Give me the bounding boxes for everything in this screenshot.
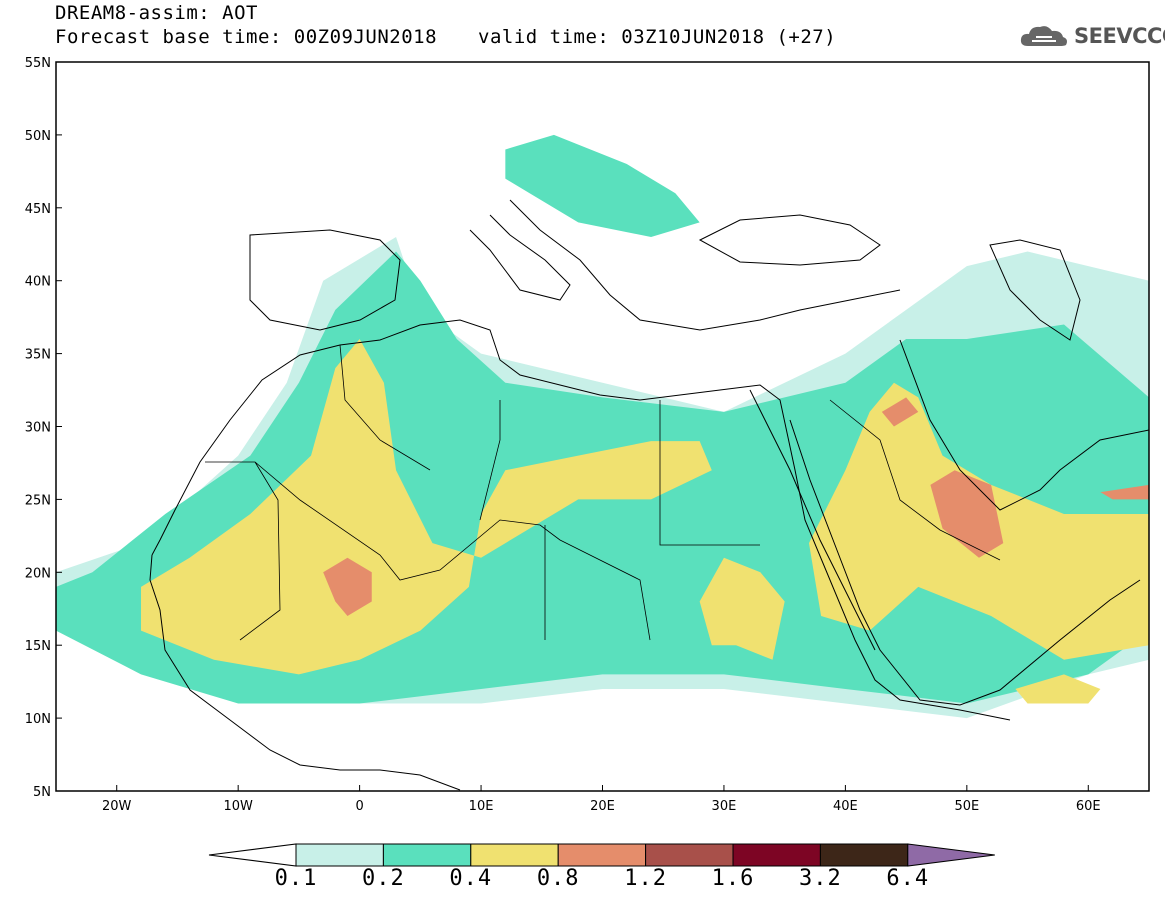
colorbar-swatch (470, 843, 559, 867)
italy-coastline (469, 214, 571, 301)
lon-tick-label: 30E (712, 799, 737, 814)
lat-tick-label: 55N (25, 56, 51, 71)
lat-tick-label: 5N (33, 785, 51, 800)
logo-text: SEEVCCC (1074, 24, 1165, 48)
arabia-coastline (789, 419, 1141, 706)
colorbar-label: 0.8 (536, 866, 580, 891)
border-lines (205, 344, 1001, 641)
aot-field-9 (881, 397, 919, 427)
colorbar-label: 1.6 (711, 866, 755, 891)
red-sea-coastline (749, 389, 876, 651)
lat-tick-label: 20N (25, 566, 51, 581)
lon-tick-label: 40E (833, 799, 858, 814)
forecast-base-time: Forecast base time: 00Z09JUN2018 (55, 26, 438, 48)
aot-field-5 (699, 557, 785, 660)
lat-tick-label: 40N (25, 275, 51, 290)
lat-tick-label: 35N (25, 348, 51, 363)
west-africa-coastline (149, 554, 461, 791)
lon-tick-label: 60E (1076, 799, 1101, 814)
africa-coastline (151, 319, 1011, 721)
lon-tick-label: 10E (469, 799, 494, 814)
longitude-ticks: 20W 10W 0 10E 20E 30E 40E 50E 60E (102, 785, 1101, 814)
valid-time: valid time: 03Z10JUN2018 (+27) (478, 26, 837, 48)
colorbar-swatch (645, 843, 734, 867)
black-sea-coastline (698, 214, 881, 266)
aot-colorbar (208, 843, 995, 867)
balkans-coastline (509, 199, 901, 331)
aot-field-10 (1100, 484, 1149, 500)
latitude-ticks: 5N 10N 15N 20N 25N 30N 35N 40N 45N 50N 55N (25, 56, 62, 800)
lon-tick-label: 20W (102, 799, 132, 814)
persian-gulf-coastline (899, 339, 1149, 511)
lat-tick-label: 15N (25, 639, 51, 654)
lat-tick-label: 10N (25, 712, 51, 727)
aot-field-6 (1015, 674, 1101, 704)
colorbar-label: 1.2 (624, 866, 667, 891)
colorbar-label: 3.2 (799, 866, 842, 891)
colorbar-swatch (382, 843, 472, 867)
cloud-logo-icon (1020, 26, 1067, 46)
caspian-coastline (989, 239, 1081, 341)
map-title: DREAM8-assim: AOT (55, 2, 258, 24)
lon-tick-label: 20E (590, 799, 615, 814)
colorbar-swatch (819, 843, 909, 867)
aot-field-2 (505, 134, 700, 237)
colorbar-under-arrow (208, 843, 297, 867)
colorbar-label: 0.2 (362, 866, 405, 891)
lat-tick-label: 30N (25, 421, 51, 436)
lon-tick-label: 0 (355, 799, 363, 814)
lat-tick-label: 25N (25, 493, 51, 508)
seevccc-logo: SEEVCCC (1018, 22, 1165, 50)
aot-field-8 (930, 470, 1004, 558)
colorbar-swatch (557, 843, 647, 867)
lat-tick-label: 45N (25, 202, 51, 217)
colorbar-label: 6.4 (886, 866, 930, 891)
colorbar-label: 0.4 (449, 866, 493, 891)
coastlines (149, 199, 1149, 791)
lon-tick-label: 50E (954, 799, 979, 814)
colorbar-swatch (295, 843, 384, 867)
aot-field-7 (323, 557, 372, 617)
lat-tick-label: 50N (25, 129, 51, 144)
iberia-coastline (249, 229, 401, 331)
colorbar-label: 0.1 (274, 866, 318, 891)
lon-tick-label: 10W (223, 799, 253, 814)
aot-field-3 (141, 339, 712, 675)
colorbar-swatch (732, 843, 821, 867)
aot-contour-fields (56, 134, 1149, 719)
colorbar-over-arrow (907, 843, 995, 867)
